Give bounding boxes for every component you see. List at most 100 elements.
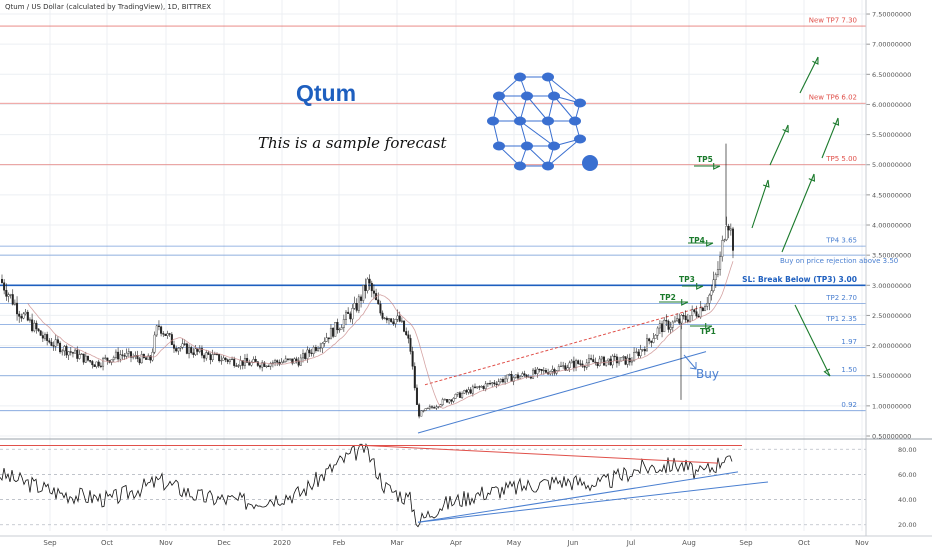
logo-node xyxy=(487,116,499,126)
candle-body xyxy=(357,296,360,311)
candle-body xyxy=(291,358,294,364)
candle-body xyxy=(345,311,348,320)
candle-body xyxy=(665,319,668,322)
candle-body xyxy=(607,358,610,362)
forecast-arrow-head xyxy=(782,124,789,133)
price-tick-label: 3.00000000 xyxy=(872,282,911,290)
candle-body xyxy=(310,352,313,354)
candle-body xyxy=(26,311,29,321)
candle-body xyxy=(351,308,354,320)
candle-body xyxy=(521,373,524,377)
candle-body xyxy=(536,368,539,374)
candle-body xyxy=(99,365,102,367)
candle-body xyxy=(106,357,109,361)
candle-body xyxy=(620,357,623,362)
candle-body xyxy=(418,404,421,417)
candlesticks xyxy=(1,143,735,419)
time-tick-label: Nov xyxy=(159,539,173,547)
candle-body xyxy=(732,228,735,251)
candle-body xyxy=(474,386,477,389)
candle-body xyxy=(467,389,470,393)
candle-body xyxy=(693,309,696,312)
candle-body xyxy=(265,365,268,367)
tp-label: TP5 xyxy=(697,155,713,164)
candle-body xyxy=(140,354,143,364)
candle-body xyxy=(590,358,593,360)
candle-body xyxy=(166,333,169,336)
candle-body xyxy=(119,354,122,360)
candle-body xyxy=(127,351,130,354)
forecast-arrow-line xyxy=(769,124,789,166)
candle-body xyxy=(314,347,317,351)
price-tick-label: 6.00000000 xyxy=(872,101,911,109)
forecast-arrow-line xyxy=(821,117,839,159)
symbol-header: Qtum / US Dollar (calculated by TradingV… xyxy=(5,3,212,11)
candle-body xyxy=(517,374,520,379)
candle-body xyxy=(701,307,704,311)
candle-body xyxy=(463,390,466,394)
candle-body xyxy=(256,361,259,366)
candle-body xyxy=(603,356,606,366)
candle-body xyxy=(542,369,545,372)
candle-body xyxy=(626,357,629,365)
candle-body xyxy=(65,346,68,356)
candle-body xyxy=(80,353,83,355)
candle-body xyxy=(33,322,36,332)
candle-body xyxy=(551,369,554,372)
candle-body xyxy=(435,406,438,409)
candle-body xyxy=(89,360,92,362)
candle-body xyxy=(686,319,689,322)
candle-body xyxy=(194,348,197,355)
candle-body xyxy=(540,369,543,372)
candle-body xyxy=(102,358,105,367)
candle-body xyxy=(489,383,492,385)
buy-arrow-line xyxy=(683,354,697,370)
candle-body xyxy=(635,351,638,353)
candle-body xyxy=(379,303,382,314)
rsi-tick-label: 40.00 xyxy=(898,496,917,504)
candle-body xyxy=(637,351,640,357)
candle-body xyxy=(104,357,107,359)
candle-body xyxy=(424,408,427,411)
moving-average-line xyxy=(27,261,734,409)
time-tick-label: Aug xyxy=(682,539,696,547)
candle-body xyxy=(155,325,158,336)
candle-body xyxy=(224,357,227,361)
candle-body xyxy=(392,321,395,325)
candle-body xyxy=(20,316,23,319)
candle-body xyxy=(261,362,264,368)
logo-node xyxy=(514,116,526,126)
tp-label: TP1 xyxy=(700,327,716,336)
candle-body xyxy=(458,392,461,398)
candle-body xyxy=(54,339,57,347)
candle-body xyxy=(428,406,431,409)
candle-body xyxy=(24,311,27,315)
level-label: Buy on price rejection above 3.50 xyxy=(780,257,898,265)
forecast-arrow-head xyxy=(681,298,689,306)
candle-body xyxy=(598,358,601,366)
candle-body xyxy=(673,320,676,323)
candle-body xyxy=(239,360,242,366)
candle-body xyxy=(271,362,274,364)
candle-body xyxy=(190,347,193,353)
candle-body xyxy=(284,358,287,362)
candle-body xyxy=(575,360,578,368)
candle-body xyxy=(654,335,657,339)
candle-body xyxy=(564,365,567,371)
candle-body xyxy=(615,356,618,364)
candle-body xyxy=(499,379,502,382)
candle-body xyxy=(235,365,238,367)
candle-body xyxy=(508,374,511,376)
candle-body xyxy=(170,334,173,345)
candle-body xyxy=(557,366,560,371)
candle-body xyxy=(368,278,371,284)
candle-body xyxy=(456,392,459,395)
candle-body xyxy=(59,342,62,353)
forecast-arrow-head xyxy=(705,322,713,330)
time-tick-label: Oct xyxy=(798,539,810,547)
candle-body xyxy=(349,313,352,320)
candle-body xyxy=(495,383,498,385)
candle-body xyxy=(710,290,713,296)
